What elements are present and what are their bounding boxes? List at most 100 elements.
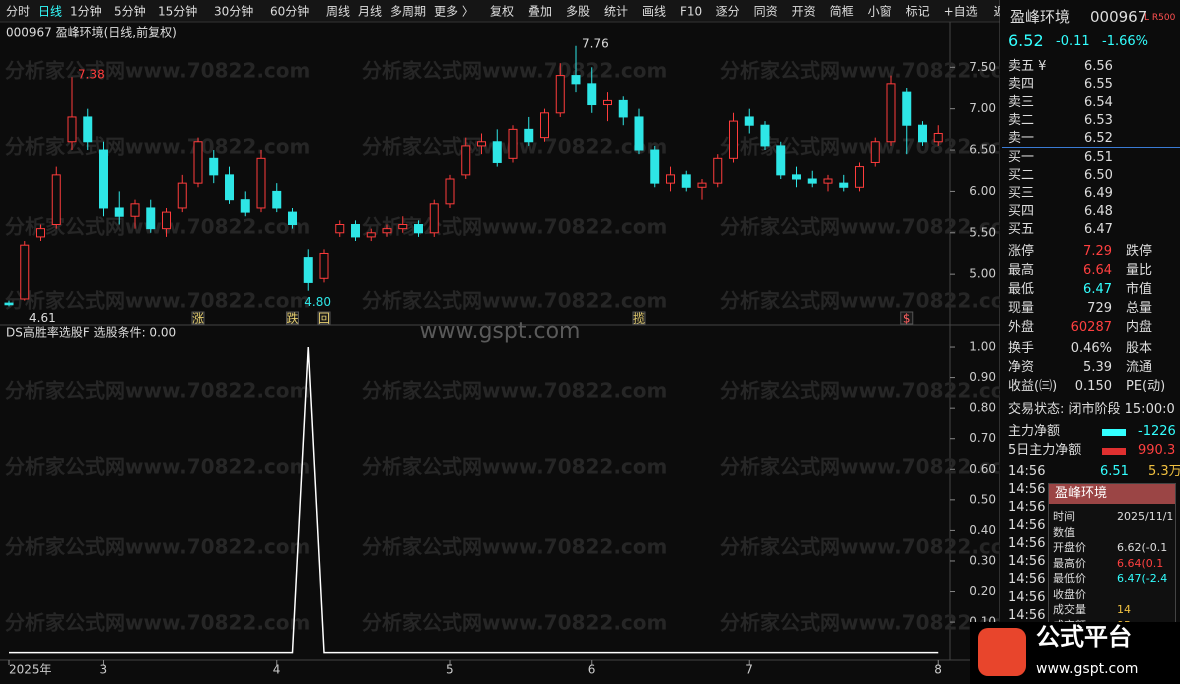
candle-body [886,83,896,143]
toolbar-button[interactable]: 1分钟 [70,4,102,19]
stat-value: 5.39 [1083,360,1112,375]
bid-price: 6.50 [1084,168,1113,183]
toolbar-button[interactable]: 多股 [566,5,590,19]
candle-body [744,116,754,126]
bid-price: 6.51 [1084,150,1113,165]
toolbar-button[interactable]: 统计 [604,5,628,19]
bid-label: 买四 [1008,204,1035,219]
watermark: 分析家公式网www.70822.com [362,611,667,635]
candle-body [366,232,376,238]
candle-body [618,99,628,118]
y-tick-label: 0.60 [969,462,996,476]
logo-url: www.gspt.com [1036,661,1139,677]
tooltip-label: 成交量 [1053,603,1086,616]
ask-label: 卖五 ¥ [1008,59,1047,74]
tooltip-label: 数值 [1053,525,1075,539]
candle-body [209,157,219,176]
toolbar-button[interactable]: 小窗 [868,5,892,19]
toolbar-button[interactable]: +自选 [944,5,978,19]
candle-body [36,228,45,238]
tooltip-label: 成交额 [1053,617,1086,625]
x-tick-label: 3 [100,663,108,677]
y-tick-label: 7.00 [969,101,996,115]
watermark: 分析家公式网www.70822.com [362,535,667,559]
signal-box [317,311,331,325]
y-tick-label: 0.90 [969,370,996,384]
signal: 揽 [633,312,645,326]
toolbar-button[interactable]: 5分钟 [114,4,146,19]
stat-label: 涨停 [1008,244,1035,259]
toolbar-button[interactable]: 多周期 [390,5,426,19]
x-tick-label: 4 [273,663,281,677]
stat-value: 0.150 [1074,379,1112,394]
bid-label: 买一 [1008,150,1035,165]
candle-body [571,75,581,85]
watermark: 分析家公式网www.70822.com [362,455,667,479]
stat-value: 6.47 [1083,282,1112,297]
watermark: 分析家公式网www.70822.com [720,215,1000,239]
tooltip-title: 盈峰环境 [1049,484,1175,504]
candle-body [540,112,549,139]
toolbar-button[interactable]: 30分钟 [214,4,253,19]
y-tick-label: 6.00 [969,184,996,198]
bid-price: 6.49 [1084,186,1113,201]
y-tick-label: 5.00 [969,267,996,281]
stat-label: 股本 [1126,341,1153,356]
candle-body [4,302,14,306]
bid-label: 买三 [1008,186,1035,201]
toolbar-button[interactable]: 复权 [490,5,514,19]
stat-label: 量比 [1126,263,1153,278]
toolbar-button[interactable]: 分时 [6,5,30,19]
toolbar-button[interactable]: 月线 [358,5,382,19]
y-tick-label: 0.30 [969,553,996,567]
tick-volume: 5.3万 [1148,464,1180,479]
tooltip-value: 95 [1117,617,1131,625]
toolbar-button[interactable]: 画线 [642,5,666,19]
toolbar-button[interactable]: 叠加 [528,5,552,19]
tick-price: 6.51 [1100,464,1129,479]
toolbar-button[interactable]: 更多 〉 [434,5,474,19]
candle-body [335,224,345,234]
toolbar-button[interactable]: 开资 [792,5,816,19]
logo-name: 公式平台 [1036,623,1132,651]
toolbar-button[interactable]: 日线 [38,5,62,19]
toolbar-button[interactable]: F10 [680,5,702,19]
stock-code: 000967 [1090,8,1148,26]
ask-price: 6.55 [1084,77,1113,92]
candle-body [114,207,124,217]
toolbar-button[interactable]: 同资 [754,5,778,19]
flow-bar [1102,429,1126,436]
candle-body [508,128,518,159]
y-tick-label: 0.80 [969,401,996,415]
toolbar-button[interactable]: 返回 [994,5,1000,19]
candle-body [20,244,30,300]
tick-time: 14:56 [1008,554,1046,569]
tick-time: 14:56 [1008,608,1046,623]
candle-body [650,149,660,184]
stock-name: 盈峰环境 [1010,8,1071,26]
candle-body [288,211,297,226]
candle-body [792,174,801,180]
candle-body [933,132,943,143]
toolbar-button[interactable]: 周线 [326,5,350,19]
toolbar-button[interactable]: 15分钟 [158,4,197,19]
toolbar-button[interactable]: 逐分 [716,5,740,19]
watermark: 分析家公式网www.70822.com [720,535,1000,559]
candle-body [807,178,817,184]
toolbar-button[interactable]: 简框 [830,5,854,19]
tick-time: 14:56 [1008,464,1046,479]
watermark: 分析家公式网www.70822.com [720,455,1000,479]
candle-body [67,116,77,143]
candle-body [225,174,234,201]
ask-label: 卖四 [1008,77,1035,92]
candle-body [902,91,912,126]
candle-body [713,157,723,184]
y-tick-label: 7.50 [969,60,996,74]
watermark: 分析家公式网www.70822.com [5,215,310,239]
candle-body [587,83,597,106]
bid-label: 买五 [1008,222,1035,237]
toolbar-button[interactable]: 60分钟 [270,4,309,19]
toolbar-button[interactable]: 标记 [906,5,930,19]
stat-label: 净资 [1008,360,1035,375]
